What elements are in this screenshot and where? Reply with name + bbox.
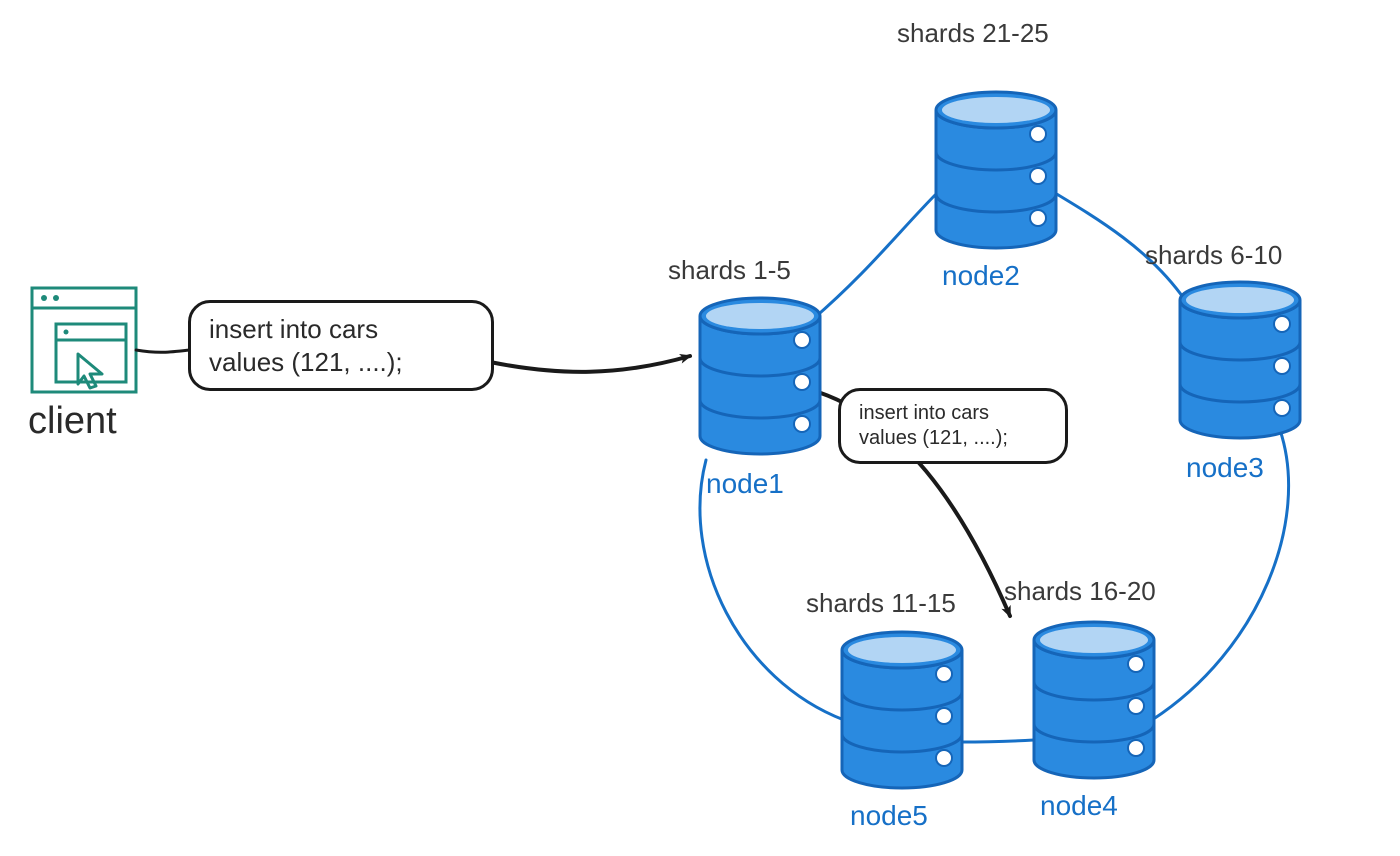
node-label: node5 <box>850 800 928 832</box>
database-icon <box>700 298 820 454</box>
query-box-2: insert into cars values (121, ....); <box>838 388 1068 464</box>
database-icon <box>1034 622 1154 778</box>
node-label: node3 <box>1186 452 1264 484</box>
arrow <box>490 356 690 372</box>
query2-line1: insert into cars <box>859 402 989 424</box>
query2-line2: values (121, ....); <box>859 427 1008 449</box>
arrow <box>136 350 190 352</box>
shard-label: shards 16-20 <box>1004 576 1156 607</box>
query1-line1: insert into cars <box>209 314 378 344</box>
database-icon <box>936 92 1056 248</box>
shard-label: shards 6-10 <box>1145 240 1282 271</box>
shard-label: shards 1-5 <box>668 255 791 286</box>
query-box-1: insert into cars values (121, ....); <box>188 300 494 391</box>
diagram-canvas <box>0 0 1400 856</box>
query1-line2: values (121, ....); <box>209 347 403 377</box>
database-icon <box>1180 282 1300 438</box>
ring-edge <box>960 740 1034 742</box>
ring-edge <box>812 190 940 320</box>
node-label: node2 <box>942 260 1020 292</box>
shard-label: shards 21-25 <box>897 18 1049 49</box>
shard-label: shards 11-15 <box>806 588 956 619</box>
node-label: node1 <box>706 468 784 500</box>
client-icon <box>32 288 136 392</box>
database-icon <box>842 632 962 788</box>
browser-icon <box>32 288 136 392</box>
client-label: client <box>28 400 117 443</box>
node-label: node4 <box>1040 790 1118 822</box>
